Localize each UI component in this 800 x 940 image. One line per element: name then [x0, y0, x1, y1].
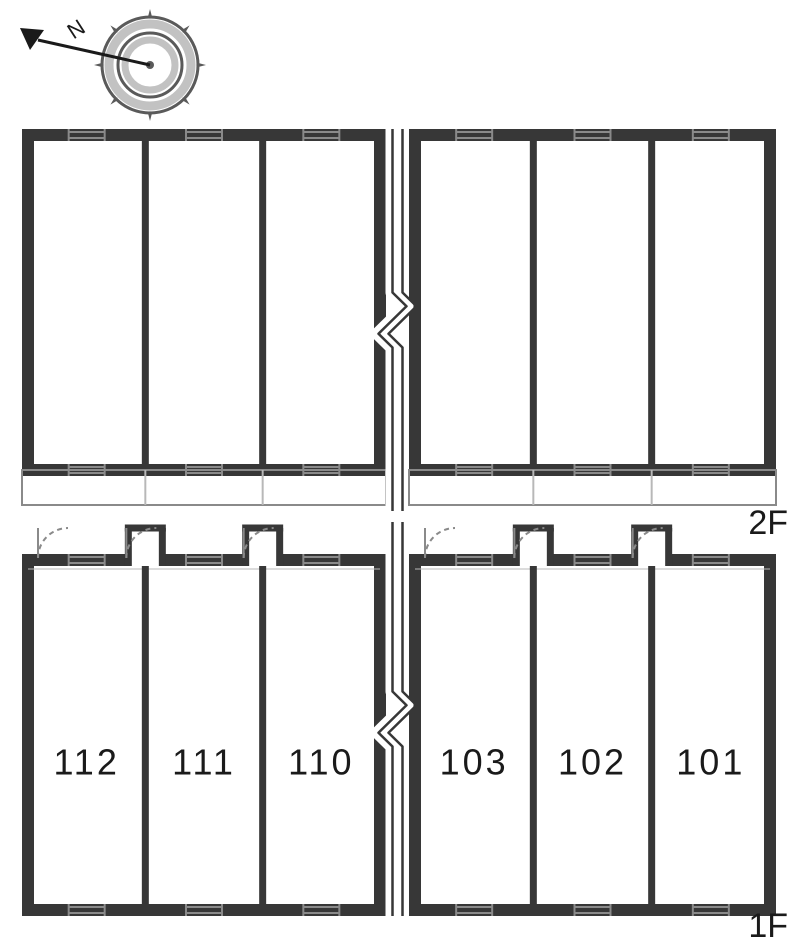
floor-label: 1F: [748, 907, 788, 940]
floor-label: 2F: [748, 504, 788, 542]
unit-label: 112: [53, 742, 119, 783]
unit-label: 101: [676, 742, 745, 783]
unit-label: 102: [558, 742, 627, 783]
unit-label: 103: [440, 742, 509, 783]
unit-label: 110: [288, 742, 354, 783]
unit-label: 111: [172, 742, 236, 783]
